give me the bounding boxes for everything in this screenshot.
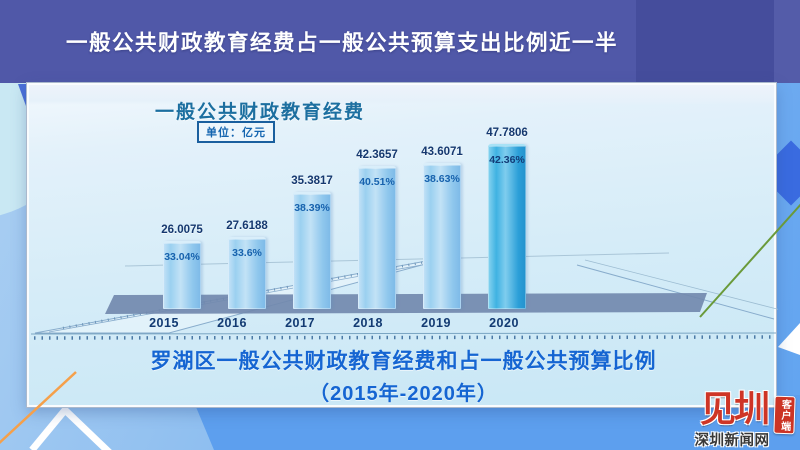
logo-site-name: 深圳新闻网 bbox=[694, 433, 770, 449]
value-label-2019: 43.6071 bbox=[421, 146, 463, 158]
percent-label-2015: 33.04% bbox=[164, 251, 200, 263]
value-label-2018: 42.3657 bbox=[356, 149, 398, 161]
dark-blue-diagonal bbox=[196, 395, 800, 450]
percent-label-2020: 42.36% bbox=[489, 154, 525, 166]
header-stripe-left bbox=[0, 0, 636, 83]
bar-2017 bbox=[293, 192, 331, 309]
header-banner: 一般公共财政教育经费占一般公共预算支出比例近一半 bbox=[0, 0, 800, 83]
year-label-2020: 2020 bbox=[489, 316, 519, 330]
value-label-2015: 26.0075 bbox=[161, 224, 203, 236]
year-label-2018: 2018 bbox=[353, 316, 383, 330]
percent-label-2019: 38.63% bbox=[424, 173, 460, 185]
value-label-2016: 27.6188 bbox=[226, 220, 268, 232]
headline-title: 一般公共财政教育经费占一般公共预算支出比例近一半 bbox=[66, 31, 619, 55]
white-wedge bbox=[778, 323, 800, 355]
ruler-line bbox=[30, 332, 777, 335]
year-label-2016: 2016 bbox=[217, 316, 247, 330]
header-stripe-right bbox=[774, 0, 800, 83]
percent-label-2016: 33.6% bbox=[232, 247, 262, 259]
chart-title: 一般公共财政教育经费 bbox=[155, 102, 366, 123]
bar-2015 bbox=[163, 241, 201, 309]
chart-footer-subtitle: （2015年-2020年） bbox=[309, 383, 498, 405]
value-label-2017: 35.3817 bbox=[291, 175, 333, 187]
floor-top-edge bbox=[124, 252, 670, 267]
bar-2019 bbox=[423, 163, 461, 309]
chart-footer-titles: 罗湖区一般公共财政教育经费和占一般公共预算比例 （2015年-2020年） bbox=[29, 345, 778, 406]
white-triangle-outline bbox=[29, 404, 112, 450]
percent-label-2018: 40.51% bbox=[359, 176, 395, 188]
logo-brand-glyphs: 见圳 bbox=[700, 388, 770, 429]
site-logo: 见圳 客户端 深圳新闻网 bbox=[686, 388, 798, 449]
bar-2018 bbox=[358, 166, 396, 309]
logo-client-badge: 客户端 bbox=[773, 395, 796, 435]
year-label-2015: 2015 bbox=[149, 316, 179, 330]
year-label-2019: 2019 bbox=[421, 316, 451, 330]
chart-panel: 一般公共财政教育经费 单位：亿元 26.0075 33.04% 2015 27.618… bbox=[27, 83, 778, 407]
ruler-ticks bbox=[33, 335, 776, 340]
percent-label-2017: 38.39% bbox=[294, 202, 330, 214]
unit-label: 单位：亿元 bbox=[197, 121, 275, 143]
year-label-2017: 2017 bbox=[285, 316, 315, 330]
chart-footer-title: 罗湖区一般公共财政教育经费和占一般公共预算比例 bbox=[150, 350, 657, 373]
bar-2020 bbox=[488, 144, 526, 309]
bar-2016 bbox=[228, 237, 266, 309]
header-stripe-mid bbox=[636, 0, 774, 83]
panel-top-strip bbox=[29, 85, 774, 105]
value-label-2020: 47.7806 bbox=[486, 127, 528, 139]
